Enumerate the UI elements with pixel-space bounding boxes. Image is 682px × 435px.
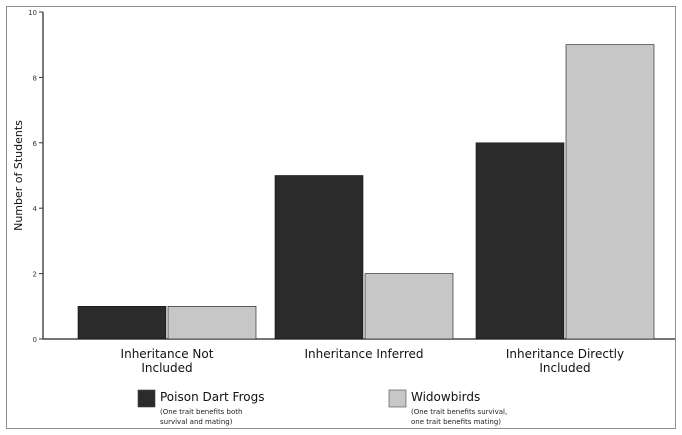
bar (565, 44, 655, 340)
x-category-label: Inheritance Not (121, 347, 214, 361)
y-tick-label: 6 (33, 140, 38, 148)
bar (475, 142, 565, 340)
x-category-label: Inheritance Inferred (304, 347, 423, 361)
legend-note: (One trait benefits both (160, 408, 242, 416)
y-tick-label: 4 (33, 205, 38, 213)
bar (167, 305, 257, 340)
bar (274, 175, 364, 340)
bar (364, 273, 454, 340)
x-category-label: Included (539, 361, 590, 375)
bar (77, 305, 167, 340)
legend-note: survival and mating) (160, 418, 233, 426)
legend-label: Widowbirds (411, 390, 480, 404)
bars (77, 44, 655, 340)
legend-swatch (388, 389, 407, 408)
y-tick-label: 0 (33, 336, 37, 344)
x-category-label: Inheritance Directly (506, 347, 624, 361)
legend-note: (One trait benefits survival, (411, 408, 507, 416)
y-axis-label: Number of Students (12, 120, 25, 231)
y-tick-label: 2 (33, 271, 37, 279)
legend: Poison Dart Frogs (One trait benefits bot… (137, 389, 507, 426)
legend-label: Poison Dart Frogs (160, 390, 264, 404)
legend-note: one trait benefits mating) (411, 418, 501, 426)
x-category-label: Included (141, 361, 192, 375)
y-tick-label: 10 (28, 9, 37, 17)
y-tick-label: 8 (33, 74, 37, 82)
legend-swatch (137, 389, 156, 408)
